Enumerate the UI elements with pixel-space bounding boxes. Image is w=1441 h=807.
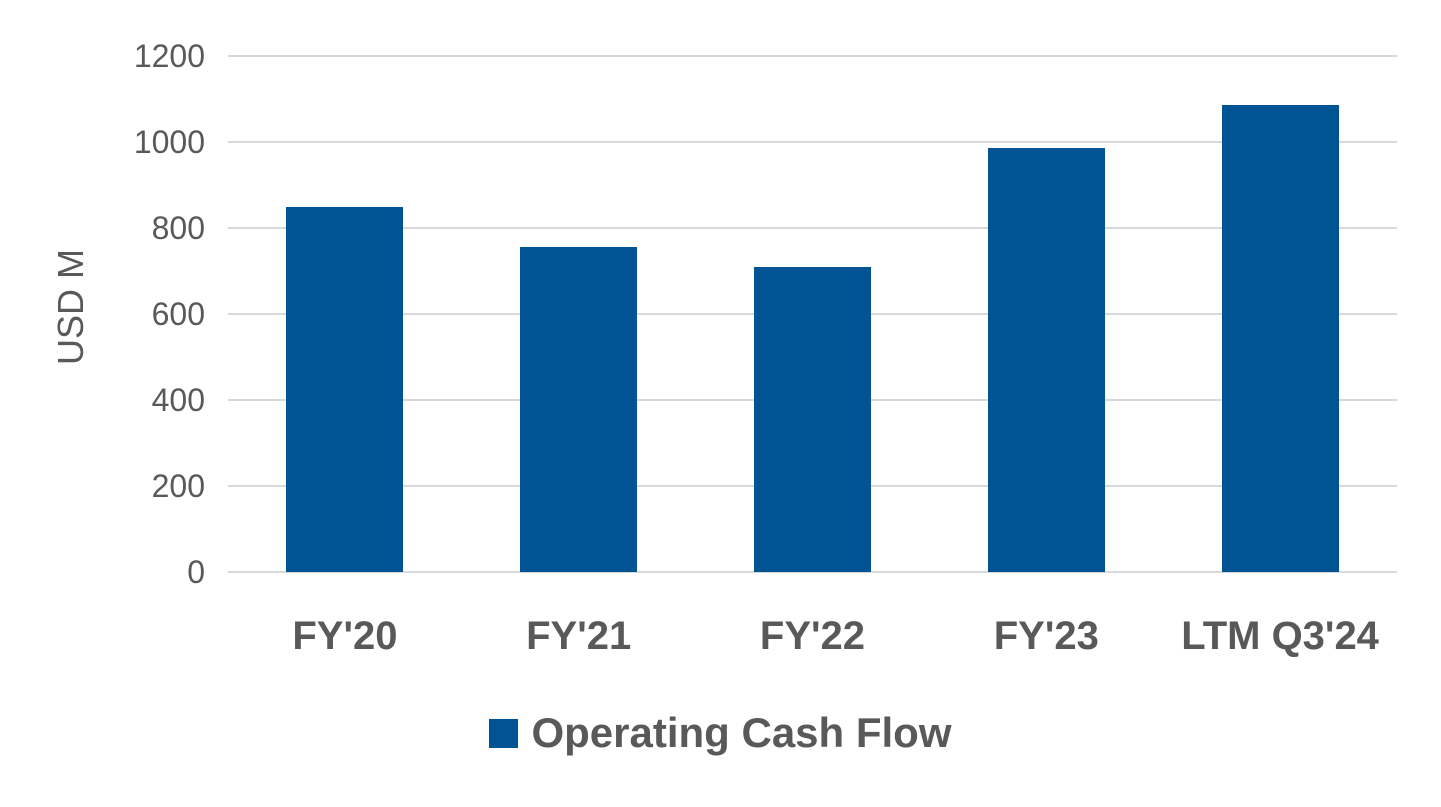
gridline-1200 (228, 55, 1397, 57)
gridline-1000 (228, 141, 1397, 143)
legend: Operating Cash Flow (0, 709, 1441, 756)
bar-ltm-q3-24 (1221, 105, 1339, 572)
y-tick-label-0: 0 (187, 554, 205, 590)
y-tick-label-400: 400 (151, 382, 205, 418)
bar-fy-21 (520, 247, 638, 572)
legend-label: Operating Cash Flow (531, 709, 952, 756)
bar-fy-22 (754, 266, 871, 572)
bar-fy-20 (286, 206, 404, 572)
y-tick-label-200: 200 (151, 468, 205, 504)
gridline-0 (228, 571, 1397, 573)
x-label-fy-20: FY'20 (292, 614, 398, 658)
bar-fy-23 (987, 148, 1105, 572)
x-label-fy-23: FY'23 (993, 614, 1099, 658)
x-label-fy-22: FY'22 (759, 614, 866, 658)
y-tick-label-800: 800 (151, 210, 205, 246)
x-label-fy-21: FY'21 (526, 614, 632, 658)
y-tick-label-1200: 1200 (133, 38, 205, 74)
legend-swatch-icon (489, 718, 519, 748)
gridline-800 (228, 227, 1397, 229)
y-tick-label-1000: 1000 (133, 124, 205, 160)
y-tick-label-600: 600 (151, 296, 205, 332)
x-label-ltm-q3-24: LTM Q3'24 (1181, 614, 1379, 658)
